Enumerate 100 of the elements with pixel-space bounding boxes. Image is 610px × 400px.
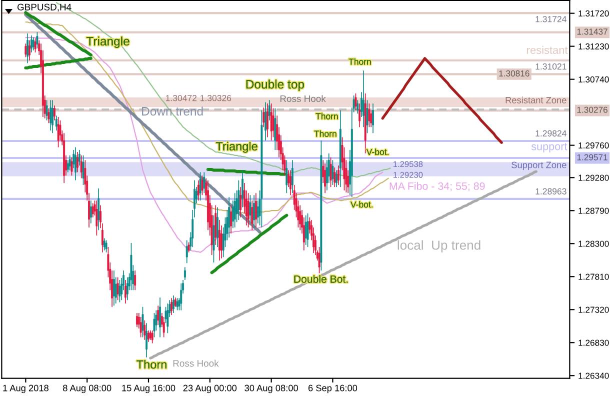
candlestick	[201, 175, 204, 196]
candlestick	[50, 100, 52, 131]
ref-line-label: 1.30276	[577, 106, 608, 113]
candlestick	[254, 192, 257, 228]
candlestick	[266, 103, 268, 138]
candlestick	[140, 316, 142, 338]
annotation: Thorn	[348, 58, 371, 65]
x-tick-label: 8 Aug 08:00	[63, 384, 112, 394]
candlestick	[26, 33, 29, 64]
candlestick	[230, 204, 232, 234]
candlestick	[142, 306, 144, 338]
candlestick	[228, 196, 230, 238]
annotation: local Up trend	[398, 240, 480, 252]
candlestick	[286, 160, 288, 194]
candlestick	[96, 200, 98, 236]
x-tick-label: 6 Sep 16:00	[308, 384, 358, 394]
y-tick-label: 1.28300	[578, 240, 609, 247]
candlestick	[188, 242, 190, 253]
candlestick	[146, 322, 148, 358]
candlestick	[112, 270, 115, 306]
annotation: 1.29230	[394, 172, 423, 178]
candlestick	[249, 194, 252, 222]
candlestick	[134, 270, 136, 290]
candlestick	[172, 295, 174, 314]
candlestick	[240, 186, 242, 218]
candlestick	[157, 305, 160, 326]
ref-line-label: 1.29571	[577, 154, 608, 160]
ref-line-label: 1.31724	[536, 16, 566, 22]
candlestick	[151, 330, 154, 344]
candlestick	[262, 107, 265, 128]
candlestick	[68, 154, 71, 171]
line-series	[210, 214, 288, 274]
ref-line-label: 1.31021	[536, 63, 566, 70]
annotation: 1.30472	[166, 94, 196, 102]
candlestick	[78, 150, 80, 166]
candlestick	[36, 32, 38, 49]
candlestick	[118, 280, 121, 303]
candlestick	[184, 266, 186, 280]
candlestick	[126, 276, 128, 301]
y-tick-label: 1.26830	[578, 340, 609, 346]
candlestick	[253, 194, 256, 229]
y-tick-label: 1.27810	[578, 274, 609, 280]
annotation: 1.29538	[394, 161, 423, 168]
candlestick	[55, 115, 58, 131]
candlestick	[180, 282, 182, 311]
candlestick	[358, 103, 361, 128]
candlestick	[274, 108, 276, 150]
candlestick	[268, 100, 270, 121]
x-tick-label: 1 Aug 2018	[3, 384, 48, 394]
y-tick-label: 1.31230	[578, 43, 609, 50]
annotation: Down trend	[142, 106, 203, 116]
candlestick	[53, 105, 56, 121]
band-label: Support Zone	[512, 162, 566, 170]
candlestick	[46, 100, 48, 121]
x-tick-label: 30 Aug 08:00	[244, 384, 298, 394]
y-tick-label: 1.27320	[578, 306, 609, 313]
candlestick	[74, 146, 77, 181]
candlestick	[324, 163, 326, 194]
candlestick	[116, 276, 119, 301]
candlestick	[336, 170, 338, 188]
candlestick	[52, 100, 54, 134]
candlestick	[290, 170, 292, 196]
candlestick	[28, 40, 30, 61]
candlestick	[48, 108, 50, 124]
annotation: Thorn	[314, 130, 336, 137]
annotation: resistant	[527, 46, 568, 54]
candlestick	[218, 220, 220, 261]
candlestick	[66, 160, 69, 173]
y-tick-label: 1.29280	[578, 174, 609, 181]
candlestick	[82, 154, 84, 186]
candlestick	[57, 116, 60, 148]
chart-title: GBPUSD,H4	[17, 4, 72, 12]
candlestick	[90, 200, 92, 224]
y-tick-label: 1.31720	[578, 10, 609, 16]
candlestick	[30, 35, 32, 53]
candlestick	[332, 160, 334, 186]
candlestick	[203, 172, 206, 194]
y-tick-label: 1.26340	[578, 372, 609, 379]
annotation: Ross Hook	[173, 360, 219, 367]
candlestick	[251, 200, 254, 231]
band-label: Resistant Zone	[506, 96, 566, 104]
candlestick	[34, 38, 36, 53]
annotation: V-bot.	[350, 201, 373, 208]
candlestick	[337, 165, 340, 186]
annotation: support	[531, 143, 568, 152]
candlestick	[166, 303, 169, 334]
candlestick	[242, 170, 244, 208]
annotation: Triangle	[216, 142, 258, 153]
candlestick	[366, 100, 368, 134]
candlestick	[174, 297, 176, 308]
candlestick	[176, 298, 178, 311]
candlestick	[238, 180, 240, 220]
candlestick	[103, 238, 106, 251]
candlestick	[270, 103, 272, 141]
candlestick	[144, 320, 146, 340]
candlestick	[247, 192, 250, 228]
x-tick-label: 23 Aug 00:00	[183, 384, 237, 394]
annotation: Double top	[246, 80, 304, 92]
annotation: V-bot.	[366, 148, 388, 156]
candlestick	[368, 103, 370, 128]
